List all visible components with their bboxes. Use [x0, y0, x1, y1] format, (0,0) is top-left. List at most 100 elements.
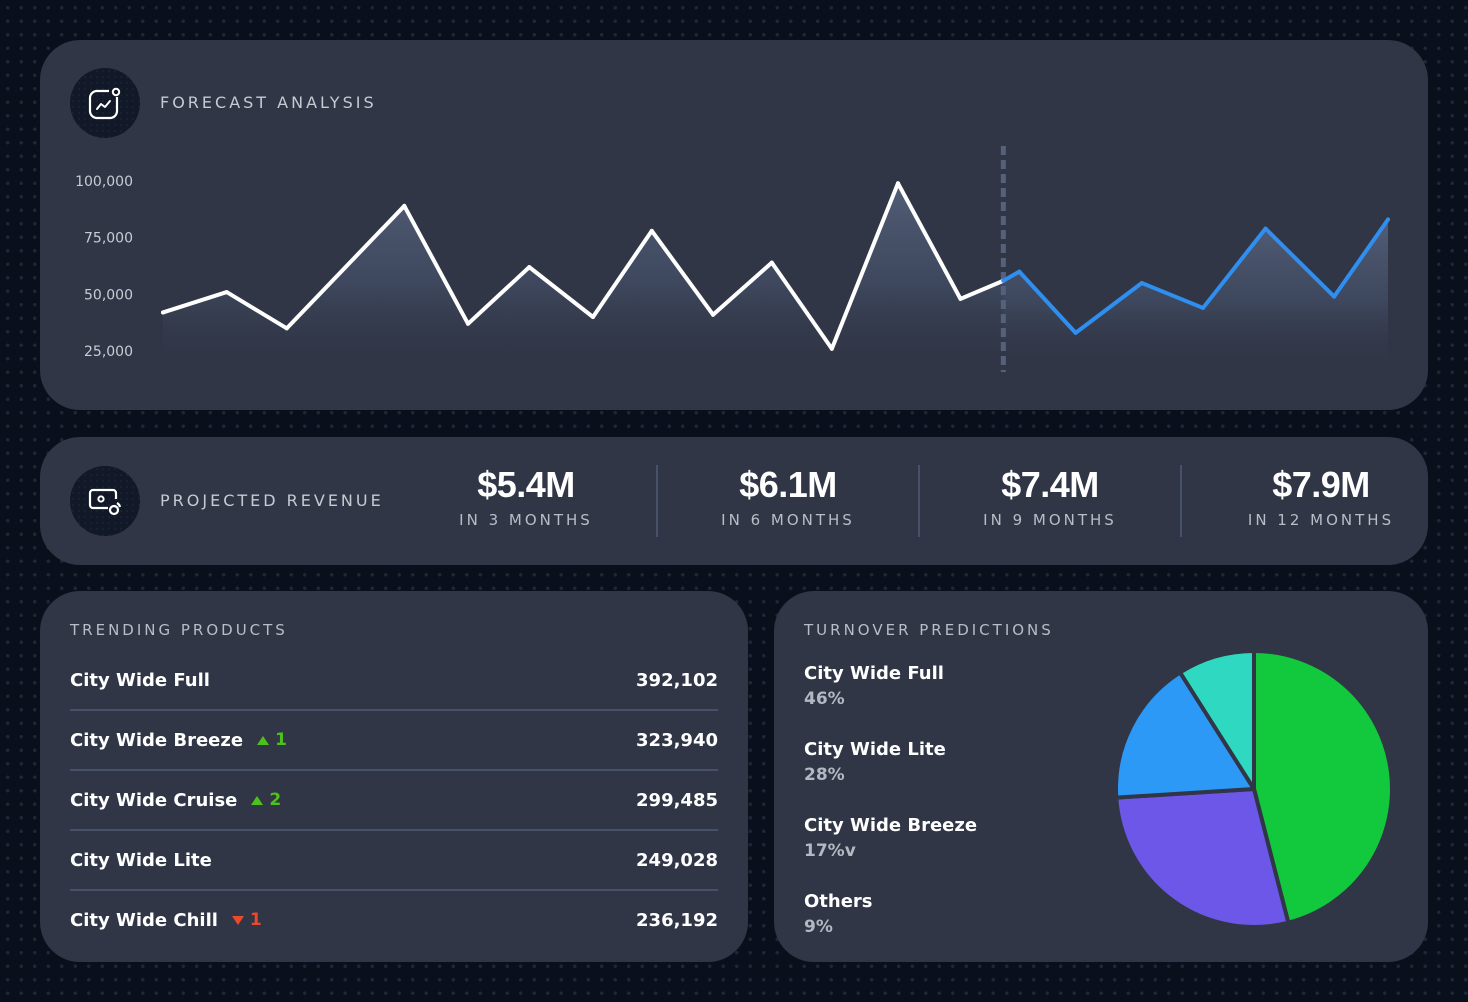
revenue-value: $5.4M [477, 464, 575, 505]
revenue-stat-12-months: $7.9M IN 12 MONTHS [1201, 464, 1441, 530]
data-point [466, 321, 471, 326]
chart-trend-icon [88, 87, 121, 120]
y-tick-label: 75,000 [84, 231, 133, 247]
data-point [711, 312, 716, 317]
product-name-text: City Wide Chill [70, 909, 218, 931]
data-point [1139, 281, 1144, 285]
product-name: City Wide Breeze 1 [70, 730, 287, 751]
revenue-value: $7.9M [1272, 464, 1370, 505]
data-point [1332, 294, 1337, 299]
product-value: 323,940 [636, 729, 718, 751]
legend-item: City Wide Lite 28% [804, 737, 977, 787]
trending-list: City Wide Full 392,102 City Wide Breeze 1 32… [70, 651, 718, 949]
data-point [1201, 305, 1206, 310]
legend-item: City Wide Breeze 17%v [804, 813, 977, 863]
product-value: 392,102 [636, 669, 718, 691]
pie-slice-city-wide-lite[interactable] [1114, 787, 1291, 929]
rank-change-value: 1 [275, 730, 287, 750]
data-point [161, 310, 165, 315]
data-point [896, 181, 900, 186]
divider [918, 465, 920, 537]
trending-row[interactable]: City Wide Lite 249,028 [70, 831, 718, 891]
product-value: 249,028 [636, 849, 718, 871]
data-point [284, 326, 289, 331]
trending-row[interactable]: City Wide Cruise 2 299,485 [70, 771, 718, 831]
product-name-text: City Wide Full [70, 669, 210, 691]
product-name: City Wide Lite [70, 850, 212, 871]
legend-label: City Wide Full [804, 663, 944, 684]
data-point [1073, 330, 1078, 335]
forecast-icon-badge [70, 68, 140, 138]
pie-slice-city-wide-full[interactable] [1252, 649, 1394, 925]
series-line-forecast [1001, 217, 1390, 335]
series-area-actual [163, 183, 1004, 370]
pie-legend: City Wide Full 46% City Wide Lite 28% City W… [804, 661, 977, 965]
projected-revenue-card: PROJECTED REVENUE $5.4M IN 3 MONTHS $6.1… [40, 437, 1428, 565]
turnover-predictions-card: TURNOVER PREDICTIONS City Wide Full 46% Ci… [774, 591, 1428, 962]
revenue-period: IN 3 MONTHS [459, 511, 593, 529]
divider [1180, 465, 1182, 537]
triangle-up-icon [257, 735, 270, 745]
product-value: 299,485 [636, 789, 718, 811]
rank-change-badge: 1 [257, 730, 287, 750]
data-point [1017, 269, 1022, 274]
product-name-text: City Wide Breeze [70, 729, 244, 751]
pie-slice-others[interactable] [1178, 649, 1256, 791]
revenue-period: IN 9 MONTHS [983, 511, 1117, 529]
legend-percent: 28% [804, 765, 845, 785]
trending-row[interactable]: City Wide Breeze 1 323,940 [70, 711, 718, 771]
product-name: City Wide Cruise 2 [70, 790, 281, 811]
data-point [527, 265, 532, 270]
data-point [224, 290, 229, 295]
revenue-icon-badge [70, 466, 140, 536]
forecast-chart: 100,000 75,000 50,000 25,000 [75, 146, 1390, 372]
turnover-title: TURNOVER PREDICTIONS [804, 621, 1054, 639]
product-name: City Wide Chill 1 [70, 910, 262, 931]
legend-percent: 9% [804, 917, 833, 937]
legend-item: Others 9% [804, 889, 977, 939]
rank-change-badge: 2 [251, 790, 281, 810]
revenue-stat-3-months: $5.4M IN 3 MONTHS [406, 464, 646, 530]
y-tick-label: 50,000 [84, 287, 133, 303]
triangle-up-icon [251, 795, 264, 805]
revenue-period: IN 12 MONTHS [1247, 511, 1395, 529]
triangle-down-icon [231, 915, 244, 925]
divider [656, 465, 658, 537]
data-point [649, 228, 654, 233]
data-point [958, 296, 963, 301]
data-point [1263, 226, 1268, 231]
revenue-title: PROJECTED REVENUE [160, 491, 384, 510]
money-settings-icon [88, 488, 122, 516]
forecast-analysis-card: 100,000 75,000 50,000 25,000 FORECAST ANALY… [40, 40, 1428, 410]
y-tick-label: 25,000 [84, 344, 133, 360]
revenue-period: IN 6 MONTHS [721, 511, 855, 529]
legend-label: City Wide Breeze [804, 815, 978, 836]
revenue-stat-6-months: $6.1M IN 6 MONTHS [668, 464, 908, 530]
trending-title: TRENDING PRODUCTS [70, 621, 288, 639]
data-point [590, 315, 595, 319]
rank-change-value: 2 [269, 790, 282, 810]
revenue-stat-9-months: $7.4M IN 9 MONTHS [930, 464, 1170, 530]
product-value: 236,192 [636, 909, 718, 931]
product-name: City Wide Full [70, 670, 210, 691]
data-point [769, 260, 774, 265]
trending-row[interactable]: City Wide Chill 1 236,192 [70, 891, 718, 949]
revenue-value: $6.1M [739, 464, 837, 505]
data-point [402, 203, 407, 208]
rank-change-badge: 1 [231, 910, 262, 930]
trending-products-card: TRENDING PRODUCTS City Wide Full 392,102 C… [40, 591, 748, 962]
turnover-pie-chart [1114, 649, 1394, 929]
legend-percent: 17%v [804, 841, 856, 861]
y-tick-label: 100,000 [75, 174, 133, 190]
trending-row[interactable]: City Wide Full 392,102 [70, 651, 718, 711]
data-point [1386, 217, 1390, 222]
data-point [829, 346, 834, 351]
pie-slice-city-wide-breeze[interactable] [1114, 670, 1256, 800]
rank-change-value: 1 [249, 910, 262, 930]
series-line-actual [161, 181, 1006, 351]
legend-item: City Wide Full 46% [804, 661, 977, 711]
forecast-title: FORECAST ANALYSIS [160, 93, 377, 112]
revenue-value: $7.4M [1001, 464, 1099, 505]
legend-label: City Wide Lite [804, 739, 946, 760]
product-name-text: City Wide Cruise [70, 789, 238, 811]
